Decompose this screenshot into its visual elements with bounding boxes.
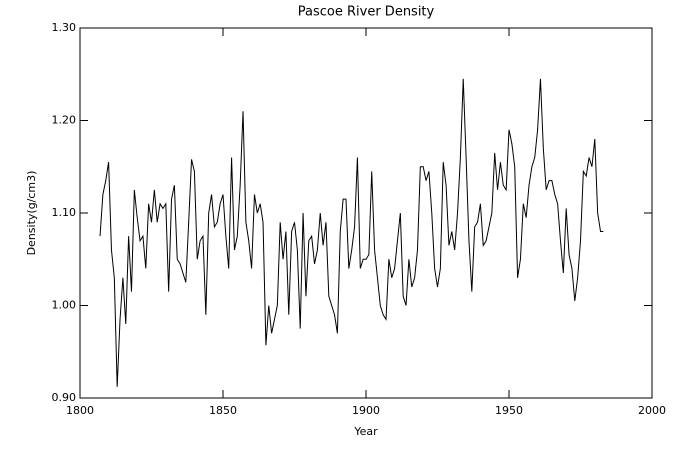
x-tick-label: 1900 [352,404,380,417]
x-tick-label: 1800 [66,404,94,417]
y-tick-label: 1.20 [52,114,77,127]
x-tick-label: 2000 [638,404,666,417]
y-tick-label: 0.90 [52,391,77,404]
y-tick-label: 1.10 [52,206,77,219]
x-tick-label: 1950 [495,404,523,417]
y-tick-label: 1.00 [52,299,77,312]
chart-title: Pascoe River Density [298,5,435,20]
y-tick-label: 1.30 [52,21,77,34]
data-line [99,78,604,387]
x-tick-label: 1850 [209,404,237,417]
y-axis-label: Density(g/cm3) [25,171,38,256]
x-axis-label: Year [353,425,378,438]
